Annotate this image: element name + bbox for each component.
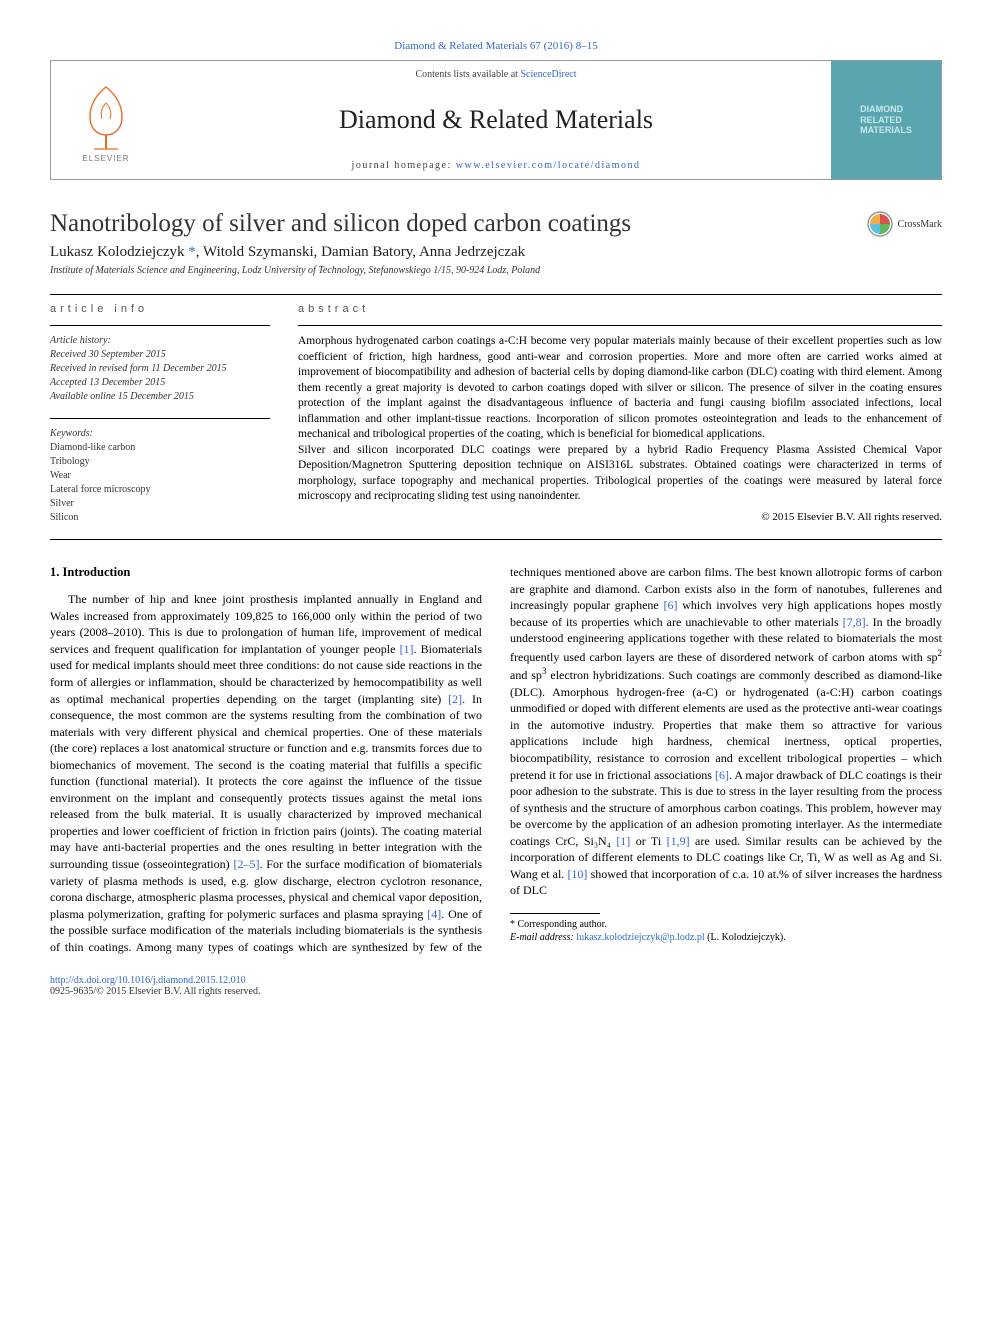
abstract-p1: Amorphous hydrogenated carbon coatings a… xyxy=(298,335,942,440)
corr-text: * Corresponding author. xyxy=(510,918,942,931)
article-info-column: article info Article history: Received 3… xyxy=(50,303,270,525)
svg-text:ELSEVIER: ELSEVIER xyxy=(82,154,129,163)
ref-1b[interactable]: [1] xyxy=(616,834,630,848)
online-date: Available online 15 December 2015 xyxy=(50,390,270,404)
keywords-label: Keywords: xyxy=(50,427,270,441)
ref-2[interactable]: [2] xyxy=(448,692,462,706)
abstract-heading: abstract xyxy=(298,303,942,315)
doi-link[interactable]: http://dx.doi.org/10.1016/j.diamond.2015… xyxy=(50,975,246,986)
revised-date: Received in revised form 11 December 201… xyxy=(50,362,270,376)
divider-top xyxy=(50,294,942,295)
ref-10[interactable]: [10] xyxy=(567,867,587,881)
footnote-rule xyxy=(510,913,600,914)
body-text: 1. Introduction The number of hip and kn… xyxy=(50,564,942,955)
affiliation: Institute of Materials Science and Engin… xyxy=(50,265,942,276)
journal-header: ELSEVIER Contents lists available at Sci… xyxy=(50,60,942,180)
keyword-1: Diamond-like carbon xyxy=(50,441,270,455)
crossmark-label: CrossMark xyxy=(898,219,942,230)
ref-6a[interactable]: [6] xyxy=(664,598,678,612)
abstract-column: abstract Amorphous hydrogenated carbon c… xyxy=(298,303,942,525)
homepage-prefix: journal homepage: xyxy=(352,160,456,171)
keyword-6: Silicon xyxy=(50,511,270,525)
abstract-divider xyxy=(298,325,942,326)
received-date: Received 30 September 2015 xyxy=(50,348,270,362)
sciencedirect-link[interactable]: ScienceDirect xyxy=(520,69,576,80)
crossmark-icon xyxy=(866,210,894,238)
corresponding-author-note: * Corresponding author. E-mail address: … xyxy=(510,918,942,944)
ref-1-9[interactable]: [1,9] xyxy=(667,834,690,848)
keyword-2: Tribology xyxy=(50,455,270,469)
t-c: . In consequence, the most common are th… xyxy=(50,692,482,871)
article-title: Nanotribology of silver and silicon dope… xyxy=(50,210,866,238)
ref-7-8[interactable]: [7,8] xyxy=(843,615,866,629)
info-divider-2 xyxy=(50,418,270,419)
author-sep-1: , xyxy=(196,244,203,260)
homepage-link[interactable]: www.elsevier.com/locate/diamond xyxy=(456,160,641,171)
top-journal-ref: Diamond & Related Materials 67 (2016) 8–… xyxy=(50,40,942,52)
history-label: Article history: xyxy=(50,334,270,348)
accepted-date: Accepted 13 December 2015 xyxy=(50,376,270,390)
abstract-copyright: © 2015 Elsevier B.V. All rights reserved… xyxy=(298,511,942,523)
elsevier-tree-icon: ELSEVIER xyxy=(66,75,146,165)
header-center: Contents lists available at ScienceDirec… xyxy=(161,61,831,179)
elsevier-logo: ELSEVIER xyxy=(51,61,161,179)
ref-4[interactable]: [4] xyxy=(427,907,441,921)
journal-title: Diamond & Related Materials xyxy=(161,105,831,135)
t-k: or Ti xyxy=(630,834,666,848)
email-label: E-mail address: xyxy=(510,932,576,943)
t-h: and sp xyxy=(510,668,542,682)
author-4: Anna Jedrzejczak xyxy=(419,244,525,260)
contents-prefix: Contents lists available at xyxy=(415,69,520,80)
corr-email-link[interactable]: lukasz.kolodziejczyk@p.lodz.pl xyxy=(576,932,704,943)
contents-line: Contents lists available at ScienceDirec… xyxy=(161,69,831,80)
issn-copyright: 0925-9635/© 2015 Elsevier B.V. All right… xyxy=(50,986,260,997)
abstract-p2: Silver and silicon incorporated DLC coat… xyxy=(298,444,942,503)
keyword-5: Silver xyxy=(50,497,270,511)
crossmark-badge[interactable]: CrossMark xyxy=(866,210,942,238)
authors: Lukasz Kolodziejczyk *, Witold Szymanski… xyxy=(50,244,942,261)
cover-line2: RELATED xyxy=(860,115,912,126)
divider-bottom xyxy=(50,539,942,540)
cover-line1: DIAMOND xyxy=(860,104,912,115)
author-1: Lukasz Kolodziejczyk xyxy=(50,244,188,260)
author-3: Damian Batory xyxy=(321,244,412,260)
journal-cover: DIAMOND RELATED MATERIALS xyxy=(831,61,941,179)
intro-paragraph: The number of hip and knee joint prosthe… xyxy=(50,564,942,955)
t-i: electron hybridizations. Such coatings a… xyxy=(510,668,942,781)
abstract-text: Amorphous hydrogenated carbon coatings a… xyxy=(298,334,942,505)
ref-1[interactable]: [1] xyxy=(400,642,414,656)
corr-marker[interactable]: * xyxy=(188,244,196,260)
email-suffix: (L. Kolodziejczyk). xyxy=(705,932,786,943)
keyword-4: Lateral force microscopy xyxy=(50,483,270,497)
keywords-block: Keywords: Diamond-like carbon Tribology … xyxy=(50,427,270,525)
article-info-heading: article info xyxy=(50,303,270,315)
ref-2-5[interactable]: [2–5] xyxy=(233,857,259,871)
top-journal-ref-link[interactable]: Diamond & Related Materials 67 (2016) 8–… xyxy=(394,40,597,52)
homepage-line: journal homepage: www.elsevier.com/locat… xyxy=(161,160,831,171)
info-divider-1 xyxy=(50,325,270,326)
article-history: Article history: Received 30 September 2… xyxy=(50,334,270,404)
author-2: Witold Szymanski xyxy=(203,244,314,260)
sp2-sup: 2 xyxy=(938,648,943,658)
cover-line3: MATERIALS xyxy=(860,125,912,136)
footer: http://dx.doi.org/10.1016/j.diamond.2015… xyxy=(50,975,942,997)
author-sep-3: , xyxy=(412,244,419,260)
keyword-3: Wear xyxy=(50,469,270,483)
journal-cover-text: DIAMOND RELATED MATERIALS xyxy=(854,98,918,142)
section-1-heading: 1. Introduction xyxy=(50,564,482,581)
ref-6b[interactable]: [6] xyxy=(715,768,729,782)
